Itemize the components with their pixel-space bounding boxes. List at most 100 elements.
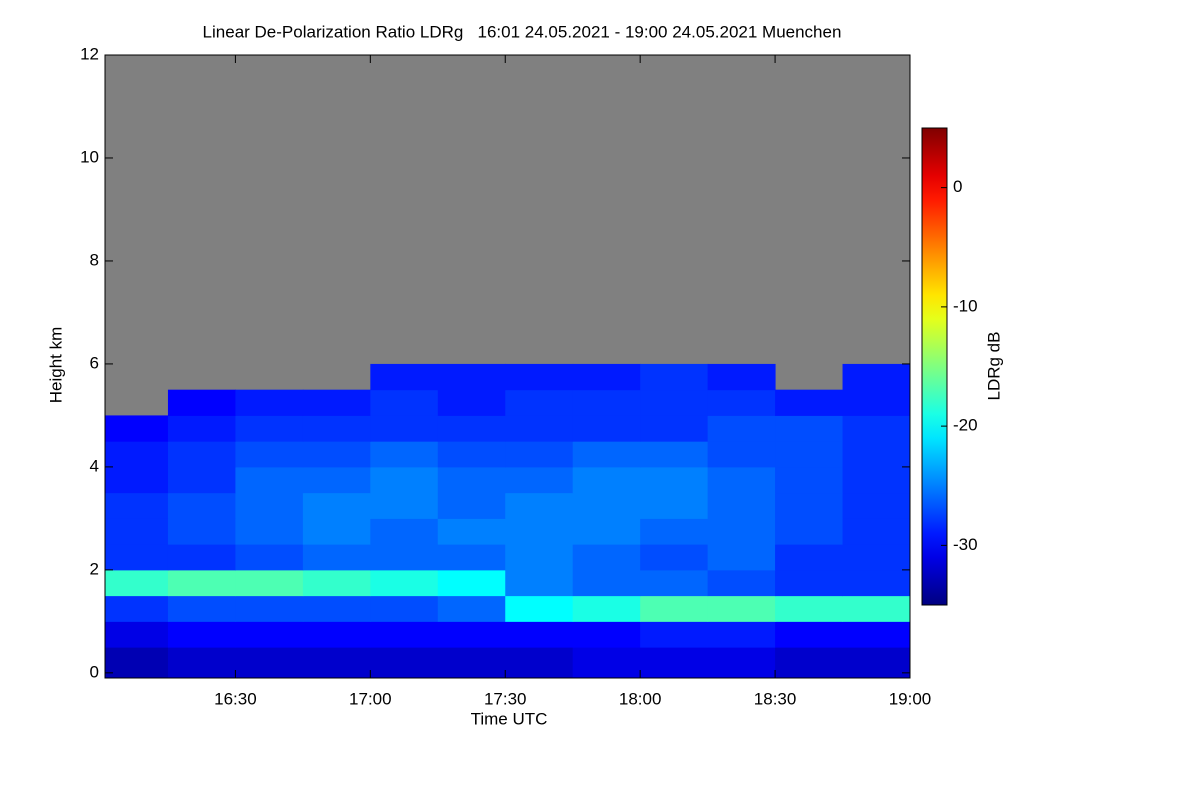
heatmap-cell	[105, 415, 169, 442]
heatmap-cell	[842, 647, 911, 679]
y-tick-label: 4	[90, 456, 99, 475]
heatmap-cell	[505, 518, 574, 545]
heatmap-cell	[437, 363, 506, 391]
heatmap-cell	[167, 441, 236, 468]
heatmap-cell	[572, 569, 641, 597]
heatmap-cell	[370, 363, 439, 391]
heatmap-cell	[640, 647, 709, 679]
heatmap-cell	[302, 415, 371, 442]
heatmap-cell	[167, 389, 236, 416]
heatmap-cell	[640, 518, 709, 545]
heatmap-cell	[640, 569, 709, 597]
colorbar-tick-label: 0	[953, 177, 962, 196]
x-tick-label: 17:00	[349, 689, 392, 708]
heatmap-cell	[842, 415, 911, 442]
heatmap-cell	[505, 595, 574, 622]
heatmap-cell	[505, 647, 574, 679]
heatmap-cell	[235, 441, 304, 468]
heatmap-cell	[775, 466, 844, 494]
heatmap-cell	[572, 595, 641, 622]
heatmap-cell	[775, 647, 844, 679]
heatmap-cell	[302, 595, 371, 622]
heatmap-cell	[572, 441, 641, 468]
heatmap-cell	[775, 492, 844, 519]
heatmap-cell	[105, 518, 169, 545]
heatmap-cell	[842, 595, 911, 622]
x-tick-label: 16:30	[214, 689, 257, 708]
heatmap-cell	[572, 621, 641, 648]
heatmap-cell	[775, 415, 844, 442]
heatmap-cell	[640, 544, 709, 571]
heatmap-cell	[370, 569, 439, 597]
heatmap-cell	[505, 492, 574, 519]
y-tick-label: 2	[90, 559, 99, 578]
heatmap-cell	[437, 389, 506, 416]
colorbar-label: LDRg dB	[984, 332, 1003, 401]
heatmap-cell	[167, 492, 236, 519]
heatmap-cell	[707, 569, 776, 597]
heatmap-cell	[775, 441, 844, 468]
heatmap-cell	[370, 544, 439, 571]
heatmap-cell	[167, 569, 236, 597]
heatmap-cell	[437, 518, 506, 545]
heatmap-cell	[437, 441, 506, 468]
heatmap-cell	[437, 647, 506, 679]
heatmap-cell	[572, 415, 641, 442]
chart-title: Linear De-Polarization Ratio LDRg 16:01 …	[203, 22, 842, 41]
heatmap-cell	[640, 363, 709, 391]
heatmap-cell	[370, 518, 439, 545]
heatmap-cell	[640, 415, 709, 442]
heatmap-cell	[167, 466, 236, 494]
heatmap-cell	[302, 518, 371, 545]
heatmap-cell	[235, 569, 304, 597]
heatmap-cell	[572, 647, 641, 679]
heatmap-cell	[775, 389, 844, 416]
heatmap-cell	[302, 544, 371, 571]
heatmap-cell	[505, 621, 574, 648]
heatmap-cell	[235, 415, 304, 442]
heatmap-cell	[167, 518, 236, 545]
heatmap-cell	[235, 518, 304, 545]
heatmap-cell	[707, 415, 776, 442]
y-tick-label: 12	[80, 44, 99, 63]
heatmap-cell	[775, 544, 844, 571]
heatmap-cell	[842, 518, 911, 545]
heatmap-cell	[370, 466, 439, 494]
heatmap-cell	[302, 647, 371, 679]
heatmap-cell	[572, 492, 641, 519]
heatmap-cell	[640, 595, 709, 622]
heatmap-cell	[842, 544, 911, 571]
heatmap-cell	[505, 415, 574, 442]
heatmap-cell	[437, 621, 506, 648]
heatmap-cell	[572, 518, 641, 545]
heatmap-cell	[105, 544, 169, 571]
y-tick-label: 8	[90, 250, 99, 269]
heatmap-cell	[775, 518, 844, 545]
colorbar-tick-label: -30	[953, 535, 978, 554]
heatmap-cell	[302, 389, 371, 416]
heatmap-cell	[437, 595, 506, 622]
heatmap-cell	[167, 595, 236, 622]
y-tick-label: 0	[90, 662, 99, 681]
heatmap-cell	[302, 569, 371, 597]
heatmap-cell	[302, 492, 371, 519]
heatmap-cell	[640, 492, 709, 519]
heatmap-cell	[105, 647, 169, 679]
heatmap-cell	[235, 544, 304, 571]
heatmap-cell	[842, 363, 911, 391]
colorbar	[921, 127, 948, 606]
heatmap-cell	[105, 621, 169, 648]
heatmap-cell	[370, 389, 439, 416]
heatmap-cell	[437, 466, 506, 494]
heatmap-cell	[505, 363, 574, 391]
heatmap-cell	[572, 466, 641, 494]
colorbar-tick-label: -20	[953, 416, 978, 435]
heatmap-cell	[105, 595, 169, 622]
heatmap-cell	[707, 621, 776, 648]
heatmap-cell	[302, 441, 371, 468]
heatmap-cell	[235, 621, 304, 648]
x-tick-label: 19:00	[889, 689, 932, 708]
y-tick-label: 10	[80, 147, 99, 166]
heatmap-cell	[842, 466, 911, 494]
